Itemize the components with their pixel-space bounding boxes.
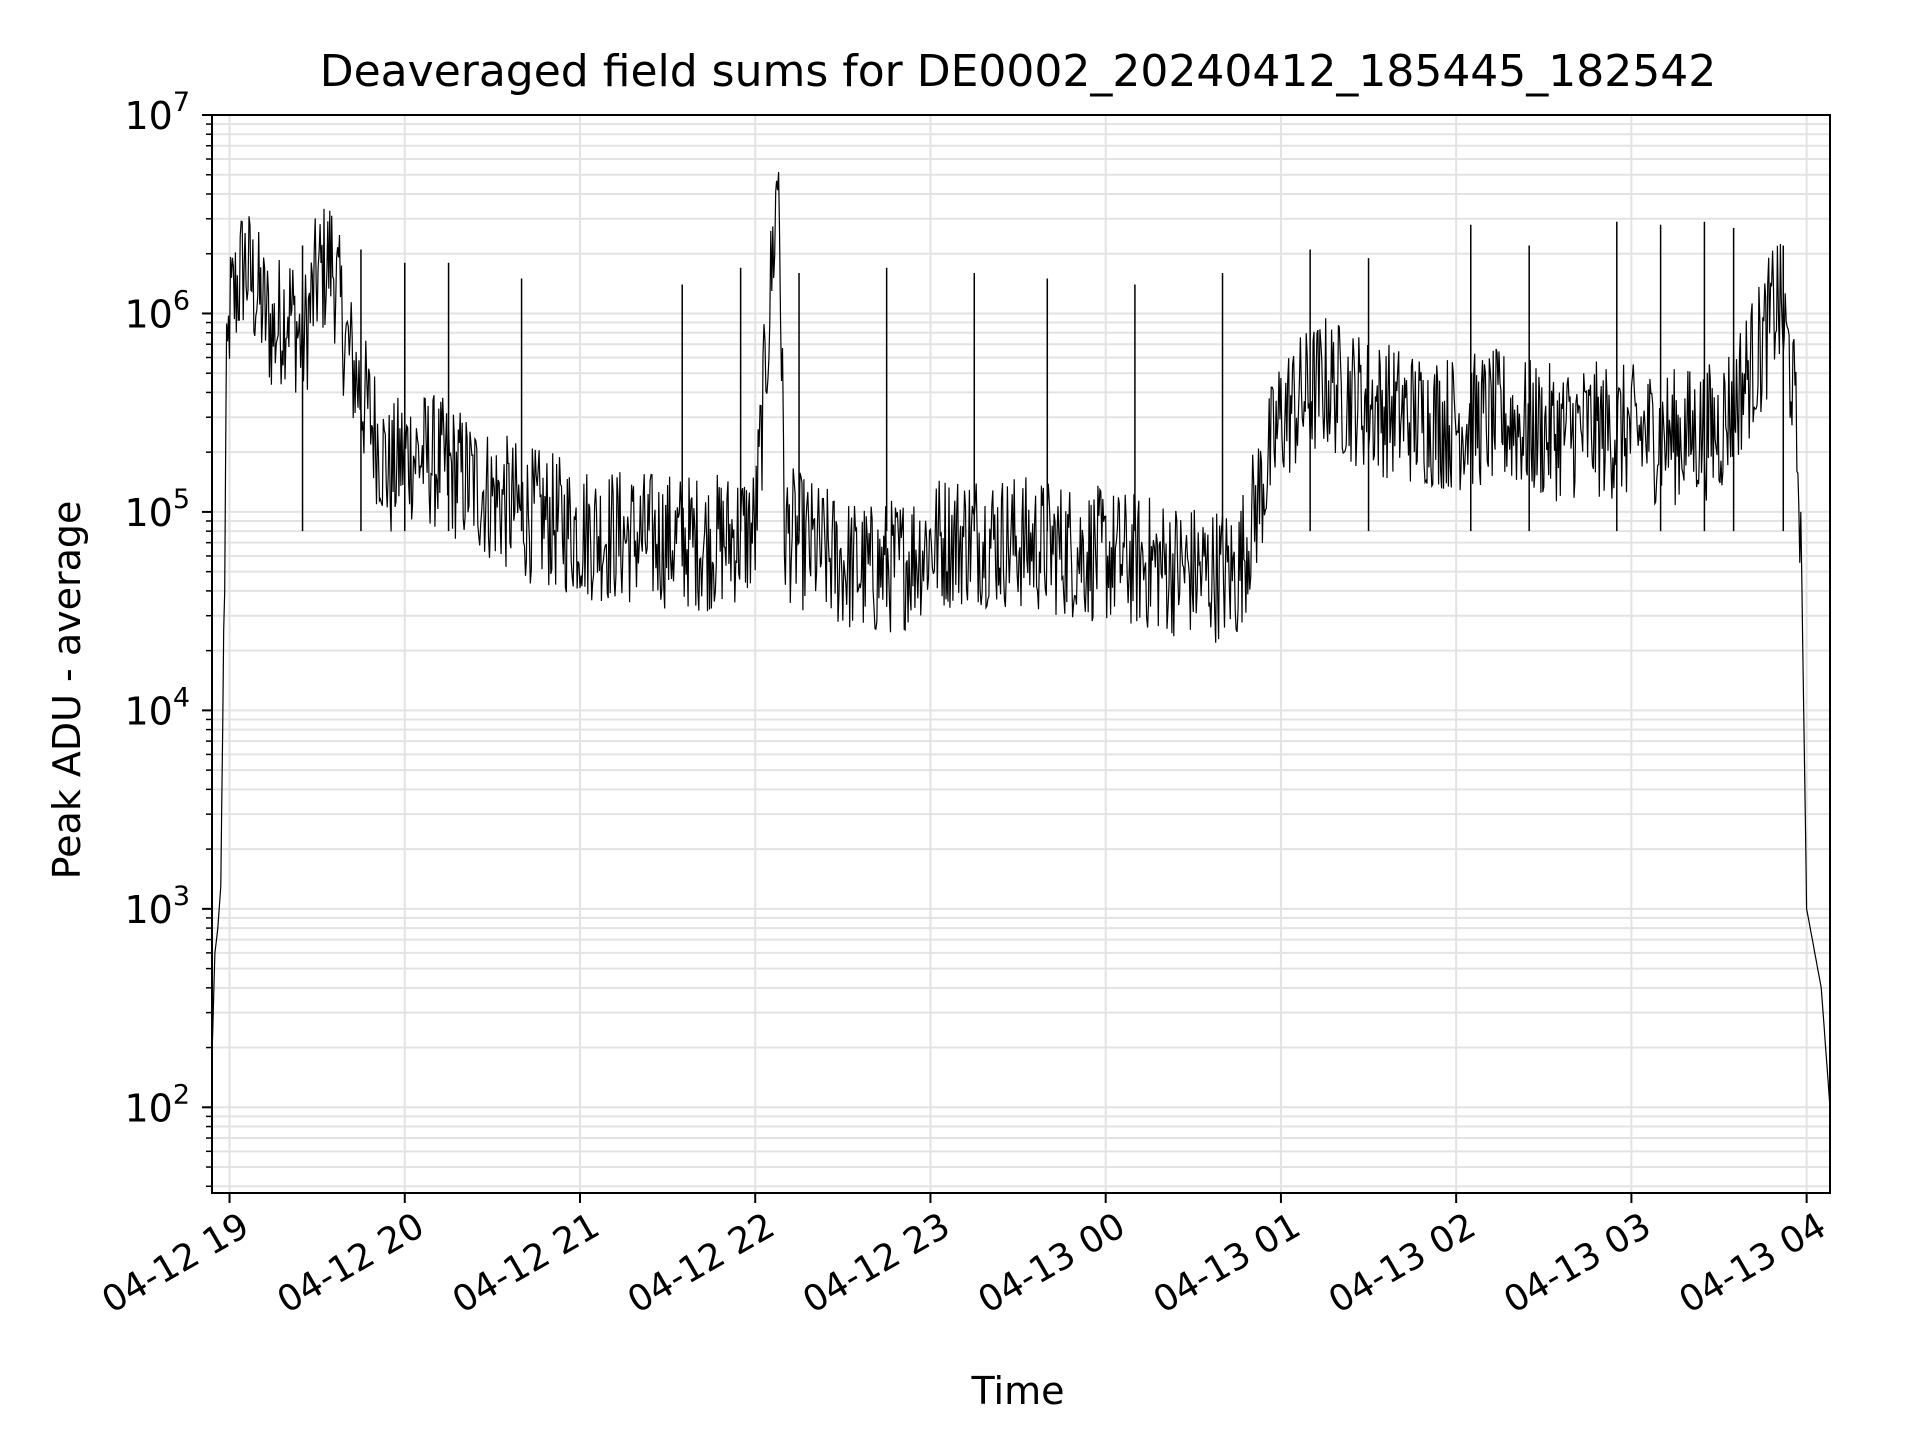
series-layer xyxy=(211,171,1831,1108)
x-tick-label: 04-12 22 xyxy=(621,1205,782,1321)
x-tick-label: 04-13 04 xyxy=(1672,1205,1833,1321)
y-axis-label: Peak ADU - average xyxy=(45,501,89,880)
x-axis-label: Time xyxy=(971,1369,1065,1413)
x-tick-label: 04-12 19 xyxy=(95,1205,256,1321)
x-tick-label: 04-12 20 xyxy=(271,1205,432,1321)
plot-frame xyxy=(211,114,1831,1194)
x-tick-label: 04-13 02 xyxy=(1322,1205,1483,1321)
y-tick-label: 105 xyxy=(124,484,190,535)
y-tick-label: 102 xyxy=(124,1079,190,1130)
chart-title: Deaveraged field sums for DE0002_2024041… xyxy=(320,46,1717,97)
x-tick-label: 04-12 23 xyxy=(796,1205,957,1321)
series-line xyxy=(211,171,1831,1108)
x-tick-label: 04-13 00 xyxy=(972,1205,1133,1321)
grid xyxy=(212,114,1830,1193)
x-tick-label: 04-12 21 xyxy=(446,1205,607,1321)
y-tick-label: 104 xyxy=(124,682,190,733)
x-tick-label: 04-13 01 xyxy=(1147,1205,1308,1321)
x-tick-label: 04-13 03 xyxy=(1497,1205,1658,1321)
y-tick-label: 106 xyxy=(124,285,190,336)
y-tick-label: 107 xyxy=(124,87,190,138)
y-tick-label: 103 xyxy=(124,881,190,932)
